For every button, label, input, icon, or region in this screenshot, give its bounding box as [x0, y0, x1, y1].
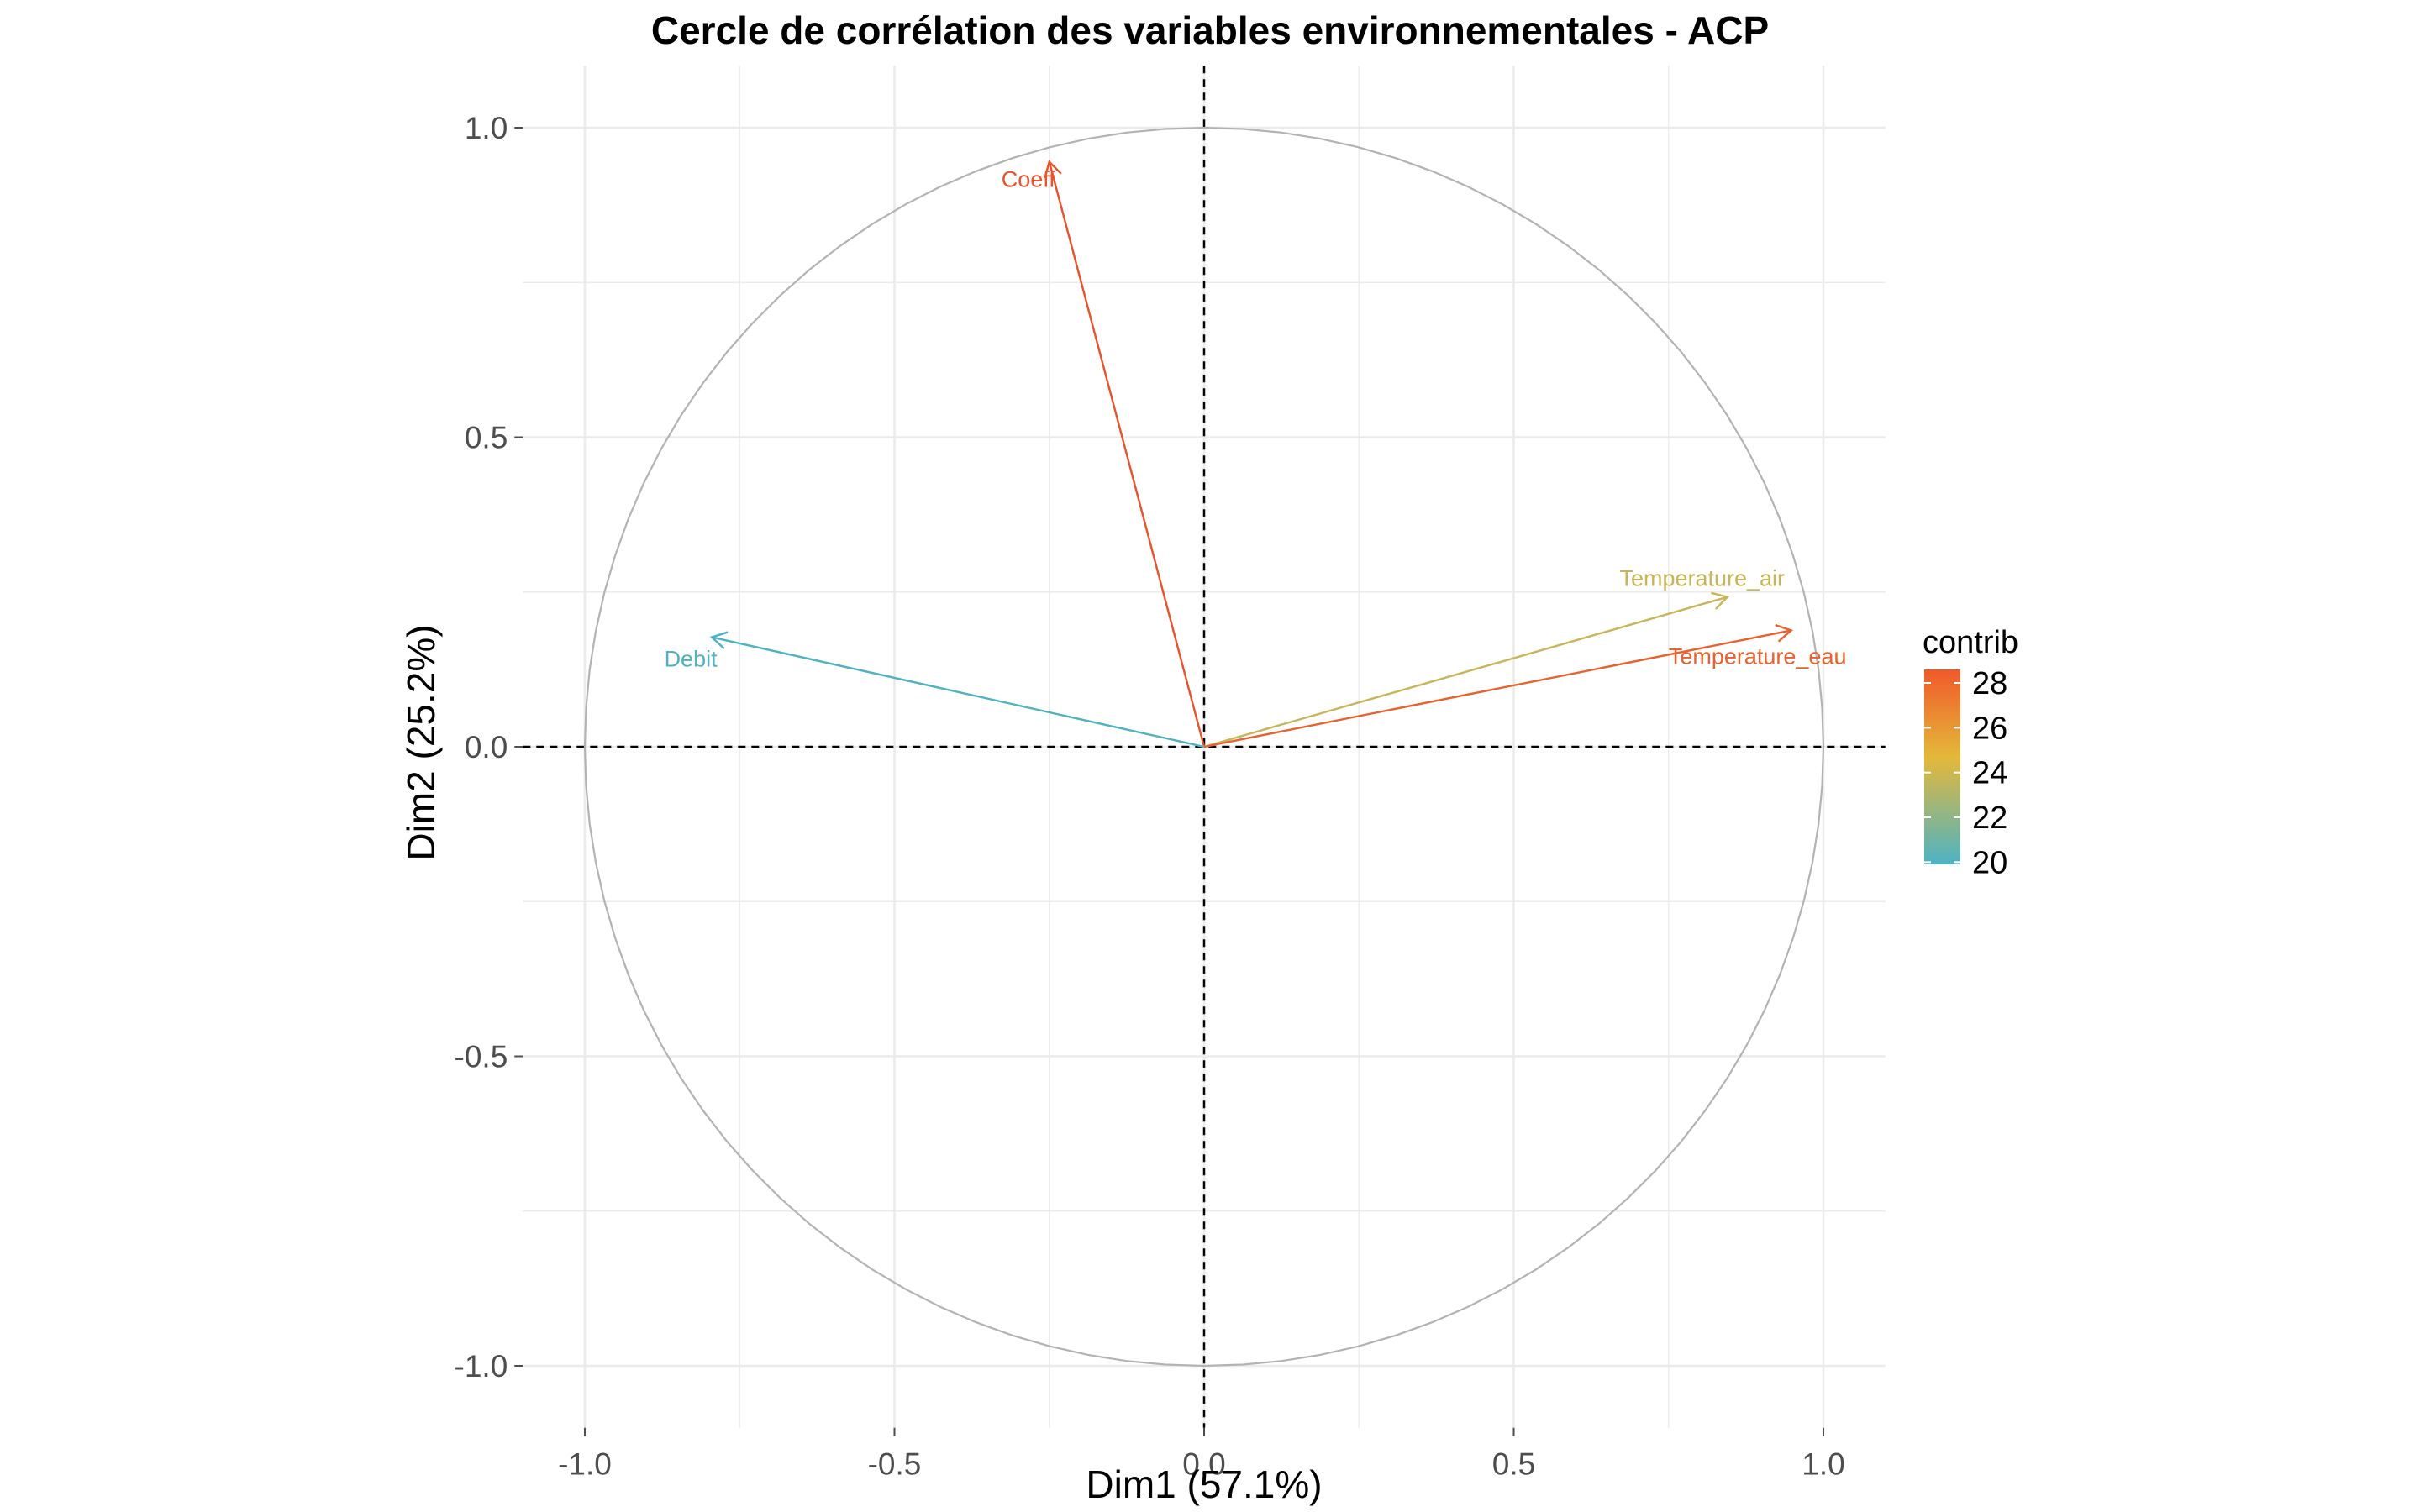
- label-coeff: Coeff: [1002, 167, 1056, 192]
- arrow-temperature-eau: [1203, 629, 1791, 748]
- x-axis-title: Dim1 (57.1%): [1086, 1462, 1322, 1506]
- arrow-debit: [711, 636, 1205, 748]
- legend-tick-label: 22: [1972, 801, 2007, 836]
- x-tick-label: -0.5: [868, 1447, 922, 1482]
- x-tick-label: -1.0: [558, 1447, 612, 1482]
- legend-tick-label: 26: [1972, 711, 2007, 746]
- legend-tick-label: 20: [1972, 845, 2007, 880]
- legend-colorbar: [1924, 669, 1960, 864]
- y-tick-label: 0.5: [465, 421, 508, 455]
- x-tick-label: 0.0: [1182, 1447, 1225, 1482]
- legend-tick-label: 24: [1972, 756, 2007, 791]
- arrowhead-debit: [709, 631, 729, 649]
- y-tick-label: 0.0: [465, 730, 508, 764]
- x-tick-label: 0.5: [1492, 1447, 1535, 1482]
- label-debit: Debit: [665, 647, 718, 672]
- label-temperature-air: Temperature_air: [1619, 566, 1785, 591]
- y-tick-label: 1.0: [465, 111, 508, 145]
- correlation-circle: [583, 126, 1825, 1368]
- y-axis-title: Dim2 (25.2%): [399, 624, 443, 860]
- arrowhead-coeff: [1044, 160, 1062, 179]
- arrow-coeff: [1048, 161, 1206, 748]
- variable-arrows: Coeff Debit Temperature_air Temperature_eau: [665, 160, 1847, 748]
- contrib-legend: contrib 20 22 24 26 28: [1923, 625, 2018, 880]
- reference-lines: [523, 66, 1886, 1428]
- legend-tick-label: 28: [1972, 666, 2007, 701]
- unit-circle: [583, 126, 1825, 1368]
- x-tick-label: 1.0: [1802, 1447, 1844, 1482]
- y-axis-ticks: -1.0 -0.5 0.0 0.5 1.0: [455, 111, 523, 1383]
- arrowhead-temperature-eau: [1775, 623, 1794, 643]
- legend-ticks: 20 22 24 26 28: [1924, 666, 2007, 880]
- chart-title: Cercle de corrélation des variables envi…: [651, 8, 1769, 52]
- arrowhead-temperature-air: [1711, 591, 1730, 610]
- label-temperature-eau: Temperature_eau: [1669, 643, 1847, 669]
- y-tick-label: -1.0: [455, 1349, 508, 1383]
- arrow-temperature-air: [1203, 596, 1728, 748]
- legend-title: contrib: [1923, 625, 2018, 660]
- y-tick-label: -0.5: [455, 1040, 508, 1074]
- x-axis-ticks: -1.0 -0.5 0.0 0.5 1.0: [558, 1427, 1845, 1482]
